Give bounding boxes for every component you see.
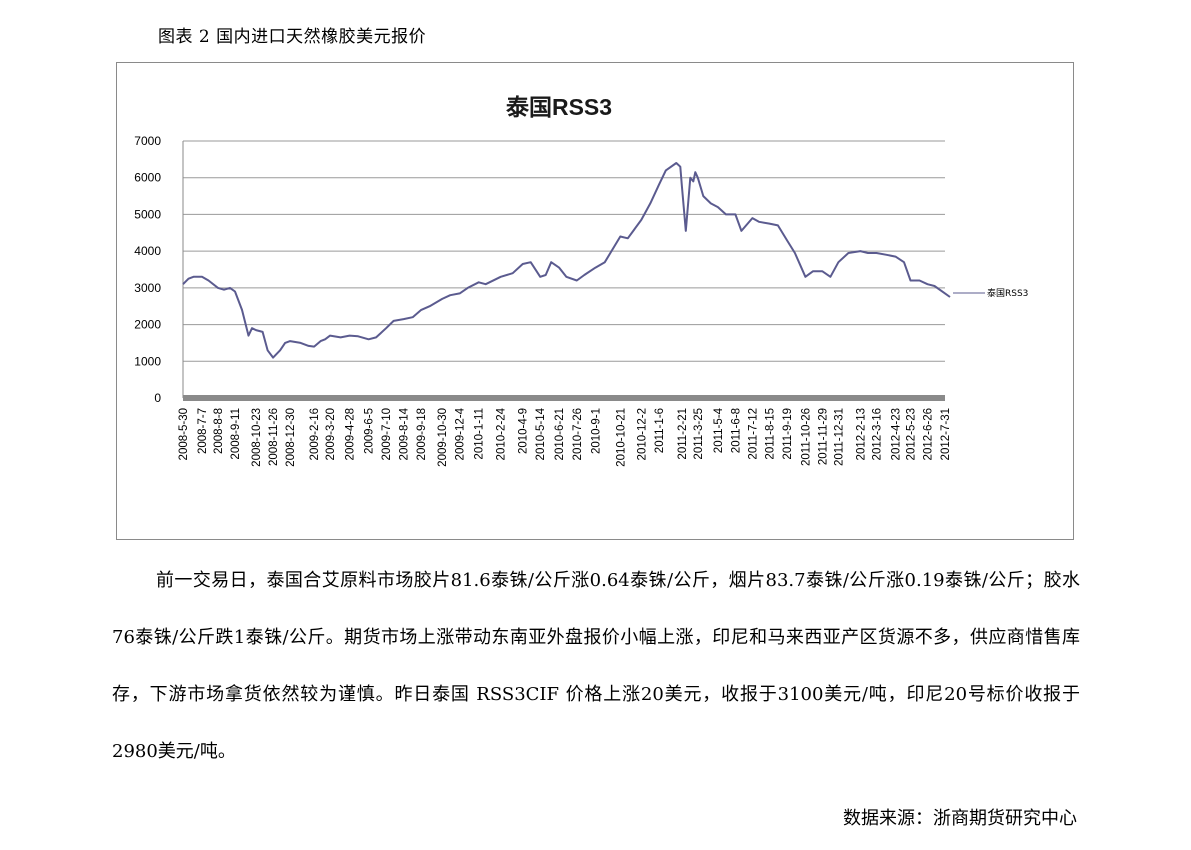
x-tick-label: 2011-1-6 — [654, 408, 666, 453]
x-tick-label: 2009-8-14 — [399, 407, 411, 460]
x-tick-label: 2012-7-31 — [940, 408, 952, 460]
x-tick-label: 2012-4-23 — [890, 408, 902, 460]
paragraph-text: 前一交易日，泰国合艾原料市场胶片81.6泰铢/公斤涨0.64泰铢/公斤，烟片83… — [112, 570, 1080, 762]
series-line — [182, 162, 951, 359]
x-tick-label: 2011-10-26 — [800, 408, 812, 466]
y-tick-label: 0 — [154, 391, 161, 405]
y-axis-ticks: 0 1000 2000 3000 4000 5000 6000 7000 — [134, 134, 161, 405]
x-tick-label: 2009-6-5 — [364, 408, 376, 454]
x-tick-label: 2009-3-20 — [325, 408, 337, 460]
legend-label: 泰国RSS3 — [987, 287, 1028, 299]
x-tick-label: 2012-6-26 — [922, 408, 934, 460]
y-tick-label: 4000 — [134, 244, 161, 258]
line-chart: 泰国RSS3 0 1000 2000 3000 4000 5000 6000 7000 200… — [134, 94, 1028, 467]
x-tick-label: 2008-10-23 — [251, 408, 263, 467]
x-tick-label: 2010-6-21 — [554, 408, 566, 460]
x-tick-label: 2010-2-24 — [496, 407, 508, 460]
x-tick-label: 2011-3-25 — [693, 408, 705, 460]
y-gridlines — [182, 140, 945, 401]
y-tick-label: 1000 — [134, 354, 161, 368]
x-tick-label: 2011-9-19 — [782, 408, 794, 460]
x-tick-label: 2011-6-8 — [730, 408, 742, 453]
x-tick-label: 2008-12-30 — [285, 408, 297, 467]
x-tick-label: 2011-2-21 — [677, 408, 689, 460]
x-tick-label: 2009-9-18 — [416, 408, 428, 460]
y-tick-label: 5000 — [134, 207, 161, 221]
y-tick-label: 6000 — [134, 171, 161, 185]
x-tick-label: 2010-4-9 — [518, 408, 530, 454]
x-tick-label: 2010-7-26 — [572, 408, 584, 460]
x-axis-labels: 2008-5-30 2008-7-7 2008-8-8 2008-9-11 2008-1… — [178, 407, 952, 466]
x-tick-label: 2012-2-13 — [855, 408, 867, 460]
x-tick-label: 2010-1-11 — [474, 408, 486, 460]
x-tick-label: 2009-4-28 — [345, 408, 357, 460]
body-paragraph: 前一交易日，泰国合艾原料市场胶片81.6泰铢/公斤涨0.64泰铢/公斤，烟片83… — [112, 552, 1080, 780]
x-tick-label: 2011-5-4 — [713, 407, 725, 453]
x-tick-label: 2011-7-12 — [747, 408, 759, 460]
x-tick-label: 2012-5-23 — [905, 408, 917, 460]
x-tick-label: 2009-7-10 — [381, 408, 393, 460]
x-tick-label: 2009-2-16 — [309, 408, 321, 460]
legend: 泰国RSS3 — [953, 287, 1028, 299]
x-tick-label: 2009-12-4 — [455, 407, 467, 460]
x-tick-label: 2008-5-30 — [178, 408, 190, 460]
x-tick-label: 2011-12-31 — [833, 408, 845, 466]
x-tick-label: 2010-5-14 — [535, 407, 547, 460]
x-tick-label: 2010-9-1 — [590, 408, 602, 454]
x-tick-label: 2010-12-2 — [636, 408, 648, 460]
plot-lines — [182, 162, 951, 359]
x-tick-label: 2012-3-16 — [871, 408, 883, 460]
y-tick-label: 7000 — [134, 134, 161, 148]
x-tick-label: 2008-8-8 — [213, 408, 225, 454]
x-tick-label: 2010-10-21 — [615, 408, 627, 467]
x-tick-label: 2011-8-15 — [764, 408, 776, 460]
y-tick-label: 2000 — [134, 318, 161, 332]
chart-title: 泰国RSS3 — [505, 94, 612, 120]
data-source: 数据来源：浙商期货研究中心 — [843, 808, 1077, 829]
figure-caption: 图表 2 国内进口天然橡胶美元报价 — [158, 27, 427, 47]
chart-frame: 泰国RSS3 0 1000 2000 3000 4000 5000 6000 7000 200… — [116, 62, 1074, 540]
x-tick-label: 2008-7-7 — [197, 408, 209, 454]
x-tick-label: 2011-11-29 — [817, 408, 829, 465]
x-tick-label: 2008-11-26 — [268, 408, 280, 466]
x-tick-label: 2009-10-30 — [437, 408, 449, 467]
y-tick-label: 3000 — [134, 281, 161, 295]
x-tick-label: 2008-9-11 — [230, 408, 242, 460]
